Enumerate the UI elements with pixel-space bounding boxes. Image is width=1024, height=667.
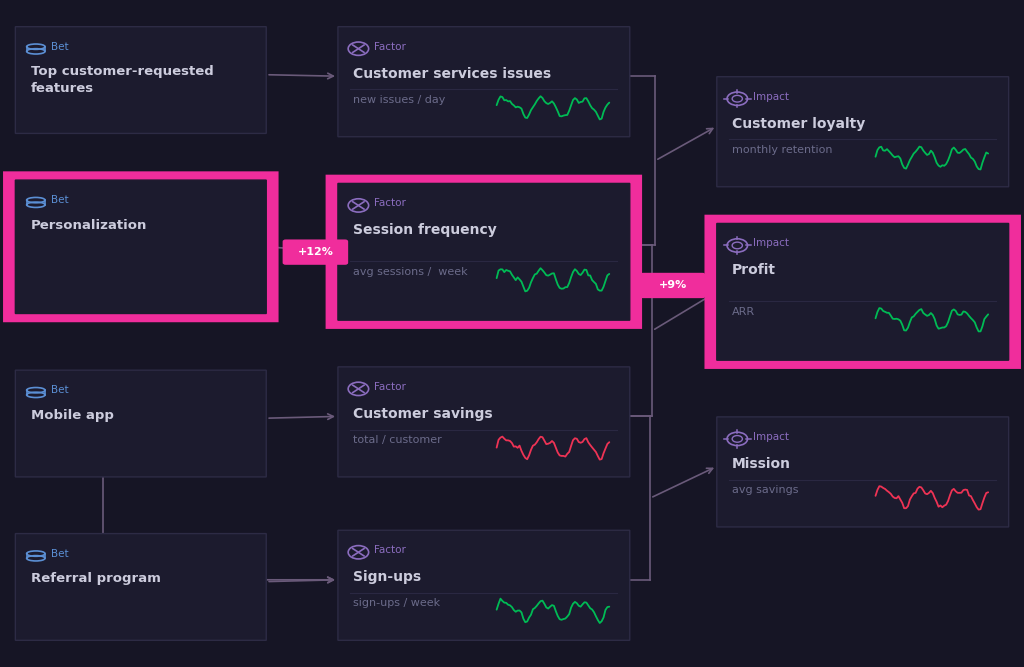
Text: Mobile app: Mobile app <box>31 409 114 422</box>
Text: sign-ups / week: sign-ups / week <box>353 598 440 608</box>
Text: Bet: Bet <box>51 42 69 51</box>
Text: avg sessions /  week: avg sessions / week <box>353 267 468 277</box>
FancyBboxPatch shape <box>15 180 266 313</box>
Text: Factor: Factor <box>374 199 406 208</box>
FancyBboxPatch shape <box>5 173 276 320</box>
Text: Customer loyalty: Customer loyalty <box>732 117 865 131</box>
Text: Referral program: Referral program <box>31 572 161 585</box>
FancyBboxPatch shape <box>640 273 706 298</box>
FancyBboxPatch shape <box>338 530 630 640</box>
Text: Factor: Factor <box>374 382 406 392</box>
Text: Personalization: Personalization <box>31 219 147 231</box>
Text: Factor: Factor <box>374 42 406 51</box>
Text: +9%: +9% <box>658 281 687 290</box>
Text: new issues / day: new issues / day <box>353 95 445 105</box>
FancyBboxPatch shape <box>15 534 266 640</box>
Text: Bet: Bet <box>51 195 69 205</box>
Text: avg savings: avg savings <box>732 485 799 495</box>
FancyBboxPatch shape <box>15 27 266 133</box>
Text: Customer savings: Customer savings <box>353 407 493 421</box>
Text: Bet: Bet <box>51 386 69 395</box>
Text: +12%: +12% <box>297 247 334 257</box>
FancyBboxPatch shape <box>717 417 1009 527</box>
FancyBboxPatch shape <box>717 77 1009 187</box>
FancyBboxPatch shape <box>328 177 640 327</box>
Text: Impact: Impact <box>753 239 788 248</box>
FancyBboxPatch shape <box>717 223 1009 360</box>
Text: Factor: Factor <box>374 546 406 555</box>
Text: Impact: Impact <box>753 92 788 101</box>
FancyBboxPatch shape <box>338 27 630 137</box>
Text: Customer services issues: Customer services issues <box>353 67 551 81</box>
FancyBboxPatch shape <box>15 370 266 477</box>
FancyBboxPatch shape <box>338 183 630 320</box>
Text: ARR: ARR <box>732 307 756 317</box>
Text: monthly retention: monthly retention <box>732 145 833 155</box>
Text: Sign-ups: Sign-ups <box>353 570 422 584</box>
FancyBboxPatch shape <box>338 367 630 477</box>
Text: Top customer-requested
features: Top customer-requested features <box>31 65 213 95</box>
Text: Session frequency: Session frequency <box>353 223 497 237</box>
Text: Impact: Impact <box>753 432 788 442</box>
FancyBboxPatch shape <box>707 217 1019 367</box>
Text: Mission: Mission <box>732 457 792 471</box>
FancyBboxPatch shape <box>283 239 348 265</box>
Text: total / customer: total / customer <box>353 435 442 445</box>
Text: Bet: Bet <box>51 549 69 558</box>
Text: Profit: Profit <box>732 263 776 277</box>
